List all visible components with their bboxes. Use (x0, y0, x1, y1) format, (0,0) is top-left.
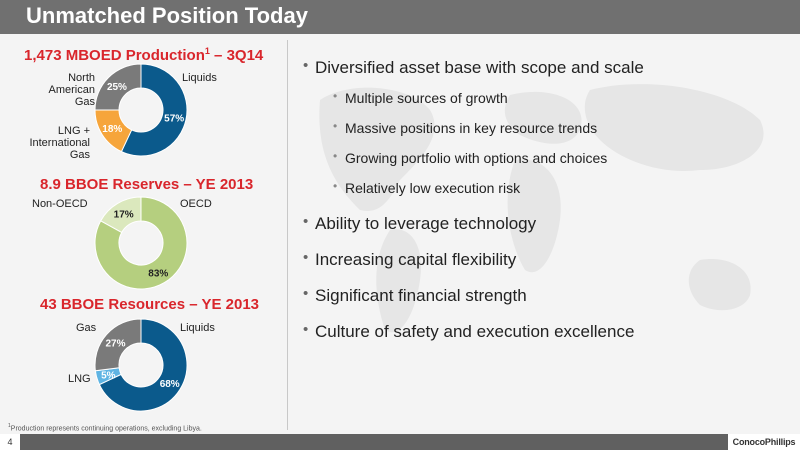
footnote: 1Production represents continuing operat… (8, 423, 202, 433)
donut-value-label: 25% (107, 82, 127, 93)
chart-title-production: 1,473 MBOED Production1 – 3Q14 (24, 46, 264, 64)
donut-value-label: 17% (114, 210, 134, 221)
donut-slice-gas (94, 318, 142, 372)
donut-slice-liquids (98, 318, 188, 412)
donut-slice-liquids (120, 63, 188, 157)
sub-bullet-growth-sources: Multiple sources of growth (303, 89, 783, 106)
chart-title-resources: 43 BBOE Resources – YE 2013 (40, 296, 260, 313)
bullet-capital-flexibility: Increasing capital flexibility (303, 249, 783, 270)
donut-value-label: 68% (160, 379, 180, 390)
page-title: Unmatched Position Today (26, 3, 308, 28)
donut-slice-oecd (94, 196, 188, 290)
label-lng-resources: LNG (68, 373, 91, 385)
company-logo: ConocoPhillips (728, 434, 800, 450)
sub-bullet-execution-risk: Relatively low execution risk (303, 179, 783, 196)
page-number: 4 (0, 434, 20, 450)
label-liquids-production: Liquids (182, 72, 217, 84)
sub-bullet-key-positions: Massive positions in key resource trends (303, 119, 783, 136)
donut-value-label: 5% (101, 370, 116, 381)
label-north-american-gas: North American Gas (48, 72, 95, 108)
donut-value-label: 27% (105, 339, 125, 350)
chart-title-reserves: 8.9 BBOE Reserves – YE 2013 (40, 176, 254, 193)
label-gas-resources: Gas (76, 322, 97, 334)
bullet-diversified: Diversified asset base with scope and sc… (303, 57, 783, 78)
bullet-technology: Ability to leverage technology (303, 213, 783, 234)
donut-value-label: 57% (164, 113, 184, 124)
sub-bullet-portfolio: Growing portfolio with options and choic… (303, 149, 783, 166)
donut-slice-north-american-gas (94, 63, 142, 111)
donut-value-label: 83% (148, 268, 168, 279)
label-liquids-resources: Liquids (180, 322, 215, 334)
donut-value-label: 18% (102, 124, 122, 135)
column-divider (287, 40, 288, 430)
title-bar (0, 0, 800, 34)
label-oecd: OECD (180, 198, 212, 210)
bullet-financial-strength: Significant financial strength (303, 285, 783, 306)
label-lng-international-gas: LNG + International Gas (29, 125, 90, 161)
bullet-list: Diversified asset base with scope and sc… (303, 57, 783, 342)
bottom-bar (0, 434, 800, 450)
bullet-safety-culture: Culture of safety and execution excellen… (303, 321, 783, 342)
label-non-oecd: Non-OECD (32, 198, 88, 210)
donut-slice-non-oecd (100, 196, 142, 234)
